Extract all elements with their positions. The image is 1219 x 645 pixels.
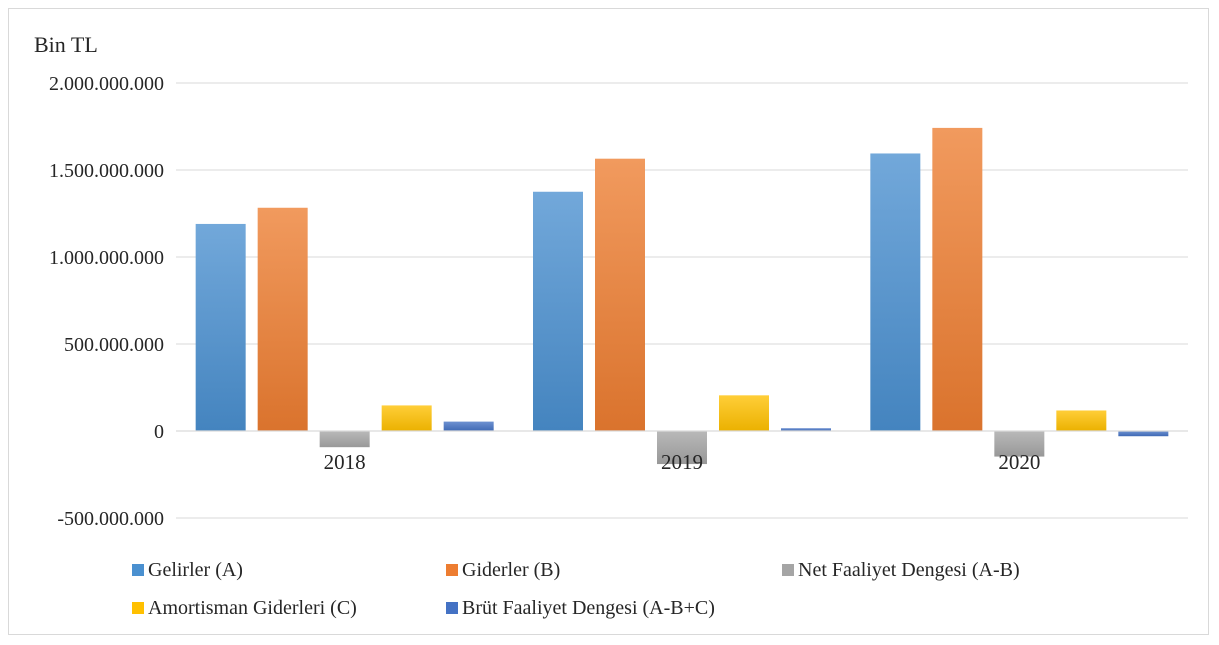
bar-2019-series-2 [595,158,645,431]
bar-2020-series-1 [870,153,921,431]
legend: Gelirler (A) Giderler (B) Net Faaliyet Den… [132,559,1020,619]
y-axis: 2.000.000.000 1.500.000.000 1.000.000.000 5… [49,73,164,530]
bar-2019-series-3 [657,431,707,465]
legend-label: Brüt Faaliyet Dengesi (A-B+C) [462,597,715,619]
legend-label: Giderler (B) [462,559,560,581]
legend-label: Amortisman Giderleri (C) [148,597,357,619]
legend-label: Gelirler (A) [148,559,243,581]
bar-2020-series-5 [1118,431,1169,437]
y-tick-label: 0 [154,421,164,443]
x-tick-label: 2020 [998,450,1040,474]
bar-2018-series-3 [319,431,370,448]
y-tick-label: 500.000.000 [64,334,164,356]
y-tick-label: 1.500.000.000 [49,160,164,182]
y-tick-label: -500.000.000 [57,508,164,530]
x-tick-label: 2018 [324,450,366,474]
legend-swatch [446,564,458,576]
bar-2018-series-4 [381,405,432,431]
bar-2018-series-1 [195,223,246,431]
bars [195,127,1169,465]
bar-2020-series-3 [994,431,1045,457]
x-tick-label: 2019 [661,450,703,474]
bar-2019-series-5 [781,428,831,431]
bar-2018-series-2 [257,207,308,431]
legend-swatch [446,602,458,614]
bar-2020-series-2 [932,127,983,431]
y-tick-label: 1.000.000.000 [49,247,164,269]
legend-swatch [132,602,144,614]
bar-2019-series-1 [533,191,583,431]
unit-label: Bin TL [34,32,98,57]
bar-2019-series-4 [719,395,769,431]
legend-swatch [132,564,144,576]
bar-2020-series-4 [1056,410,1107,431]
legend-label: Net Faaliyet Dengesi (A-B) [798,559,1020,581]
bar-2018-series-5 [443,421,494,431]
legend-swatch [782,564,794,576]
x-axis: 2018 2019 2020 [176,430,1188,474]
y-tick-label: 2.000.000.000 [49,73,164,95]
